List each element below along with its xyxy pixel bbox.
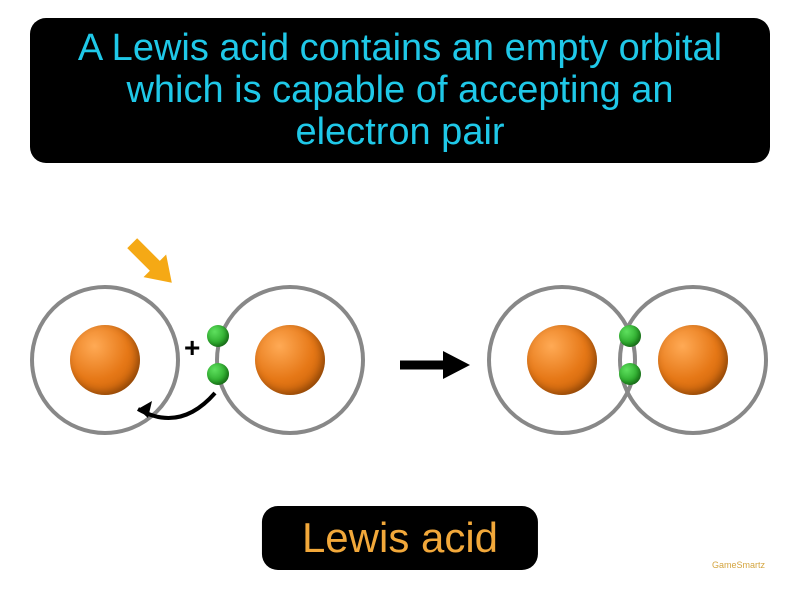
- definition-banner: A Lewis acid contains an empty orbital w…: [30, 18, 770, 163]
- product-nucleus-1: [527, 325, 597, 395]
- curved-arrow-icon: [120, 385, 230, 445]
- product-nucleus-2: [658, 325, 728, 395]
- electron: [207, 363, 229, 385]
- electron: [619, 363, 641, 385]
- definition-text: A Lewis acid contains an empty orbital w…: [55, 28, 745, 153]
- reaction-arrow-icon: [395, 345, 475, 385]
- attribution-text: GameSmartz: [712, 560, 765, 570]
- electron: [207, 325, 229, 347]
- lewis-acid-diagram: +: [0, 200, 800, 460]
- base-nucleus: [255, 325, 325, 395]
- highlight-arrow-icon: [117, 228, 187, 298]
- plus-sign: +: [184, 332, 200, 364]
- term-text: Lewis acid: [302, 514, 498, 562]
- term-banner: Lewis acid: [262, 506, 538, 570]
- electron: [619, 325, 641, 347]
